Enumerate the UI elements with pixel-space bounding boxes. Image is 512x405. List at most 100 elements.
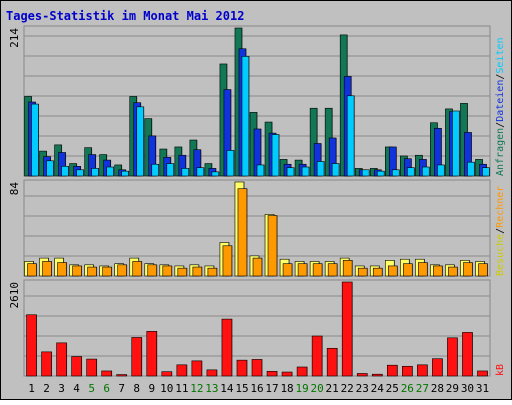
bar-rechner-day-7 [117, 264, 128, 277]
bar-rechner-day-1 [27, 263, 37, 277]
bar-seiten-day-18 [286, 167, 295, 177]
x-tick-label-22: 22 [341, 382, 354, 395]
x-tick-label-5: 5 [88, 382, 95, 395]
bar-rechner-day-10 [162, 265, 173, 277]
anfragen-dateien-seiten-panel: 214 [8, 25, 491, 177]
bar-rechner-day-29 [448, 266, 458, 277]
x-tick-label-2: 2 [43, 382, 50, 395]
bar-seiten-day-3 [61, 166, 69, 177]
legend-anfragen: Anfragen [495, 128, 506, 176]
bar-rechner-day-27 [418, 262, 428, 277]
x-tick-label-16: 16 [250, 382, 263, 395]
bar-rechner-day-16 [252, 257, 263, 277]
bar-rechner-day-23 [357, 267, 368, 277]
bar-kb-day-20 [311, 335, 323, 377]
bar-kb-day-10 [161, 371, 173, 377]
bar-seiten-day-14 [226, 150, 235, 177]
x-tick-label-18: 18 [280, 382, 293, 395]
x-tick-label-31: 31 [476, 382, 489, 395]
legend-rechner: Rechner [495, 186, 506, 228]
x-tick-label-19: 19 [295, 382, 308, 395]
x-tick-label-4: 4 [73, 382, 80, 395]
bar-rechner-day-17 [267, 215, 278, 277]
bar-seiten-day-6 [106, 166, 114, 177]
bar-rechner-day-14 [222, 245, 233, 277]
y-max-label: 2610 [8, 282, 21, 309]
bar-rechner-day-15 [237, 188, 248, 277]
legend-seiten: Seiten [495, 37, 506, 73]
bar-seiten-day-30 [467, 161, 475, 177]
bar-kb-day-27 [417, 364, 428, 377]
right-label-bottom: kB [495, 364, 506, 376]
bar-rechner-day-6 [102, 266, 112, 277]
bar-seiten-day-21 [331, 163, 340, 177]
x-tick-label-29: 29 [446, 382, 459, 395]
x-axis-labels: 1 2 3 4 5 6 7 8 9 10 11 12 13 14 15 16 17 18 19 20 21 22 23 24 2… [28, 382, 489, 395]
x-tick-label-21: 21 [326, 382, 339, 395]
bar-kb-day-16 [251, 359, 263, 377]
bar-seiten-day-31 [482, 167, 490, 177]
series-seiten [31, 56, 490, 177]
x-tick-label-7: 7 [118, 382, 125, 395]
bar-seiten-day-7 [121, 170, 130, 177]
bar-kb-day-13 [206, 369, 218, 377]
x-tick-label-8: 8 [133, 382, 140, 395]
bar-seiten-day-28 [437, 164, 445, 177]
x-tick-label-3: 3 [58, 382, 65, 395]
bar-seiten-day-24 [376, 170, 385, 177]
x-tick-label-17: 17 [265, 382, 278, 395]
bar-seiten-day-13 [211, 171, 220, 177]
bar-rechner-day-26 [403, 263, 413, 277]
bar-seiten-day-17 [271, 134, 280, 177]
bar-seiten-day-8 [136, 106, 145, 177]
legend-kb: kB [495, 364, 506, 376]
x-tick-label-28: 28 [431, 382, 444, 395]
x-tick-label-12: 12 [190, 382, 203, 395]
x-tick-label-23: 23 [356, 382, 369, 395]
bar-rechner-day-12 [192, 266, 203, 277]
bar-seiten-day-1 [31, 103, 39, 177]
bar-kb-day-21 [326, 347, 338, 377]
bar-rechner-day-13 [207, 267, 218, 277]
legend--: / [495, 122, 506, 128]
bar-kb-day-12 [191, 360, 203, 377]
bar-kb-day-26 [402, 365, 413, 377]
bar-rechner-day-4 [72, 265, 82, 277]
bar-seiten-day-29 [452, 110, 460, 177]
x-tick-label-25: 25 [386, 382, 399, 395]
panels-group: 214 84 2610 [8, 25, 491, 377]
bar-kb-day-23 [356, 373, 368, 377]
bar-kb-day-29 [447, 337, 458, 377]
bar-seiten-day-10 [166, 163, 175, 177]
bar-kb-day-17 [266, 371, 278, 377]
bar-seiten-day-9 [151, 163, 160, 177]
x-tick-label-13: 13 [205, 382, 218, 395]
x-tick-label-11: 11 [175, 382, 188, 395]
bar-kb-day-22 [341, 281, 353, 377]
x-tick-label-30: 30 [461, 382, 474, 395]
bar-kb-day-30 [462, 332, 473, 377]
x-tick-label-9: 9 [148, 382, 155, 395]
bar-kb-day-14 [221, 318, 233, 377]
bar-rechner-day-20 [312, 263, 323, 277]
bar-kb-day-1 [26, 314, 37, 377]
bar-seiten-day-26 [407, 167, 415, 177]
bar-kb-day-11 [176, 364, 188, 377]
x-tick-label-10: 10 [160, 382, 173, 395]
bar-kb-day-25 [386, 364, 398, 377]
bar-seiten-day-11 [181, 168, 190, 177]
bar-seiten-day-22 [346, 95, 355, 177]
bar-kb-day-3 [56, 342, 67, 377]
bar-anfragen-day-20 [309, 107, 318, 177]
bar-rechner-day-24 [372, 267, 383, 277]
bar-kb-day-15 [236, 359, 248, 377]
legend--: / [495, 74, 506, 80]
x-tick-label-20: 20 [311, 382, 324, 395]
bar-rechner-day-30 [463, 262, 473, 277]
bar-rechner-day-21 [327, 263, 338, 277]
x-tick-label-26: 26 [401, 382, 414, 395]
legend-besuche: Besuche [495, 234, 506, 276]
bar-rechner-day-2 [42, 261, 52, 277]
y-max-label: 84 [8, 182, 21, 196]
